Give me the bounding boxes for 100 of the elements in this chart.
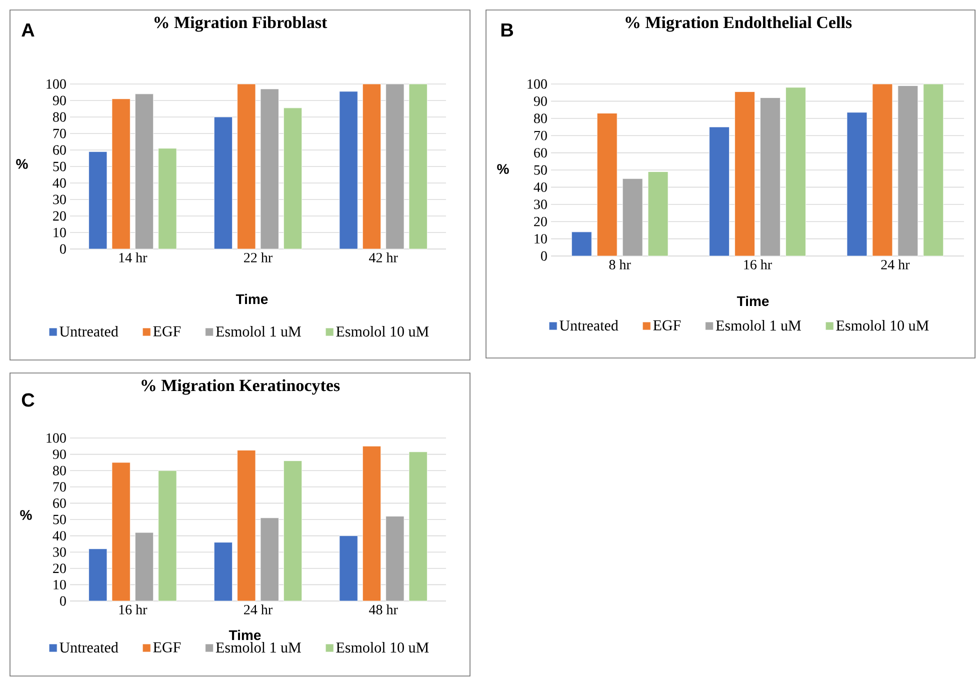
x-tick-label: 42 hr [369,252,398,262]
y-axis-title: % [497,164,509,174]
y-tick-label: 30 [53,547,66,557]
x-tick-label: 16 hr [119,604,148,614]
bar [260,518,279,602]
bar [898,86,918,256]
legend-label: Untreated [60,642,118,653]
y-tick-label: 20 [53,564,66,574]
bar [734,92,755,256]
y-tick-label: 0 [60,596,66,606]
y-axis-title: % [20,510,32,520]
bar [260,88,279,250]
y-tick-label: 10 [54,228,66,238]
y-tick-label: 0 [60,244,66,254]
chart-title: % Migration Keratinocytes [142,379,340,395]
bar [872,84,893,256]
legend-label: Esmolol 10 uM [336,642,429,653]
text: B [501,23,514,37]
bar [923,84,944,256]
bar [362,84,382,250]
y-tick-label: 20 [53,211,66,221]
y-tick-label: 80 [53,466,66,476]
y-tick-label: 70 [534,130,547,140]
bar [134,532,154,602]
y-tick-label: 30 [534,200,547,210]
bar [386,84,404,250]
bar [596,113,618,256]
bar [158,470,177,602]
x-tick-label: 48 hr [369,604,398,614]
legend-label: Untreated [60,326,118,337]
x-tick-label: 24 hr [244,604,272,614]
legend-label: EGF [153,642,181,652]
legend-label: Esmolol 10 uM [836,320,929,331]
y-tick-label: 50 [53,162,66,172]
x-axis-title: Time [236,294,268,304]
bar [283,108,302,250]
y-tick-label: 100 [46,433,66,443]
legend-label: Esmolol 10 uM [336,326,429,337]
legend-label: EGF [153,326,181,336]
bar [622,178,643,256]
chart-title: % Migration Endolthelial Cells [626,16,852,32]
y-tick-label: 90 [52,450,66,460]
bar [362,446,382,602]
y-tick-label: 10 [54,580,66,590]
bar [237,84,256,250]
y-tick-label: 70 [53,128,66,138]
x-axis-title: Time [228,630,261,640]
y-tick-label: 70 [53,482,66,492]
bar [846,112,868,256]
y-tick-label: 40 [52,178,66,188]
y-tick-label: 80 [53,112,66,122]
y-tick-label: 60 [534,148,547,158]
y-tick-label: 90 [52,96,66,106]
x-tick-label: 22 hr [244,252,272,262]
bar [386,516,404,602]
text: C [22,393,34,407]
bar [88,548,108,602]
y-tick-label: 80 [534,114,547,124]
bar [158,148,177,250]
y-tick-label: 10 [534,234,547,244]
bar [648,172,668,256]
bar [408,452,428,602]
y-tick-label: 100 [528,79,547,89]
y-tick-label: 100 [46,79,66,89]
legend-label: Untreated [560,320,618,331]
bar [112,98,130,250]
y-tick-label: 50 [534,165,547,175]
legend-label: Esmolol 1 uM [216,642,301,653]
y-tick-label: 90 [534,96,547,106]
bar [214,116,233,250]
x-axis-title: Time [736,296,769,306]
x-tick-label: 16 hr [744,260,772,270]
bar [571,232,592,256]
bar [237,450,256,602]
y-tick-label: 50 [53,514,66,524]
bar [339,91,358,250]
y-tick-label: 40 [52,531,66,541]
bar [283,460,302,602]
x-tick-label: 8 hr [609,260,631,270]
y-axis-title: % [16,159,28,169]
y-tick-label: 0 [541,251,547,261]
text: A [22,23,34,37]
bar [134,94,154,250]
bar [214,542,233,602]
bar [339,536,358,602]
x-tick-label: 24 hr [881,260,910,270]
y-tick-label: 60 [53,145,66,155]
bar [760,98,780,256]
bar [88,151,108,250]
x-tick-label: 14 hr [119,252,148,262]
legend-label: EGF [653,320,681,330]
bar [408,84,428,250]
y-tick-label: 40 [534,182,547,192]
bar [112,462,130,602]
y-tick-label: 30 [53,194,66,204]
chart-title: % Migration Fibroblast [154,16,328,32]
bar [709,126,730,256]
y-tick-label: 60 [53,498,66,508]
y-tick-label: 20 [534,216,547,226]
legend-label: Esmolol 1 uM [216,326,301,337]
